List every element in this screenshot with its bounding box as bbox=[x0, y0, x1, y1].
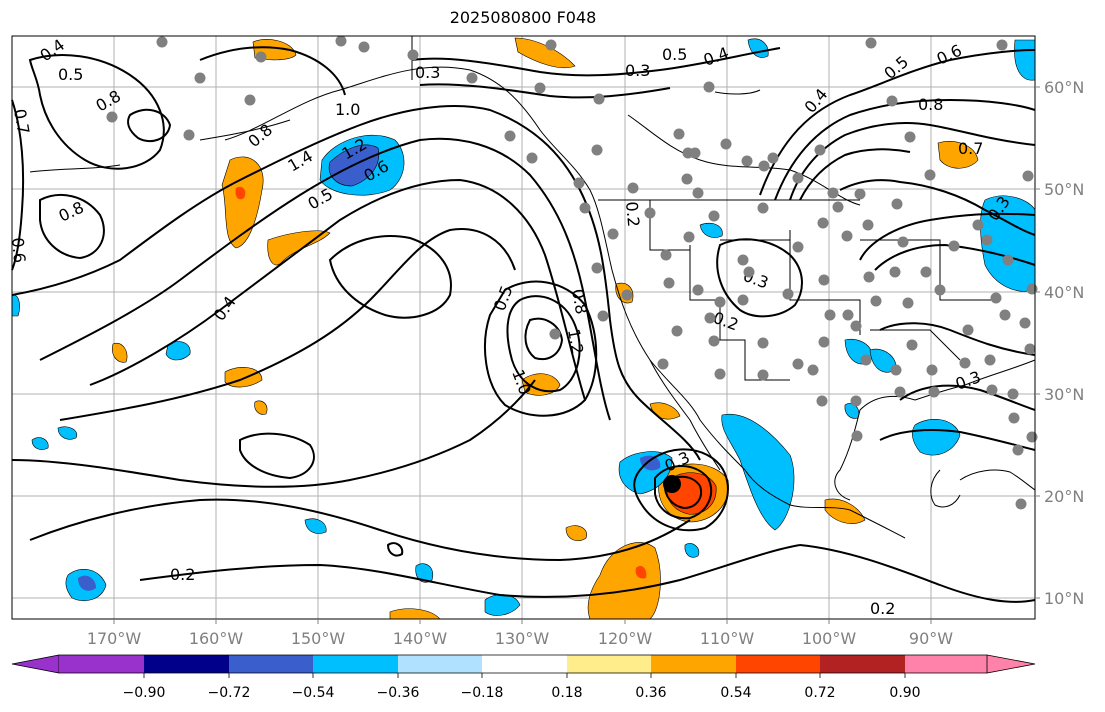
contour-label: 0.5 bbox=[58, 65, 83, 84]
colorbar-segment bbox=[59, 655, 144, 673]
positive-anomaly bbox=[937, 141, 979, 169]
colorbar-tick-label: 0.54 bbox=[720, 685, 751, 701]
longitude-label: 110°W bbox=[700, 629, 755, 648]
colorbar-tick-label: −0.90 bbox=[123, 685, 166, 701]
anomaly-shading bbox=[11, 37, 1036, 620]
map-title: 2025080800 F048 bbox=[449, 8, 597, 27]
contour-label: 0.2 bbox=[870, 599, 895, 618]
colorbar-segment bbox=[229, 655, 313, 673]
contour-label: 0.8 bbox=[918, 95, 943, 114]
positive-anomaly bbox=[521, 373, 561, 396]
negative-anomaly bbox=[304, 518, 327, 534]
contour-label: 0.5 bbox=[662, 45, 687, 64]
longitude-label: 120°W bbox=[598, 629, 653, 648]
latitude-label: 50°N bbox=[1044, 180, 1084, 199]
colorbar-segment bbox=[736, 655, 820, 673]
contour-label: 1.2 bbox=[564, 327, 587, 355]
contour-label: 0.8 bbox=[568, 287, 591, 315]
longitude-label: 150°W bbox=[291, 629, 346, 648]
positive-anomaly bbox=[254, 400, 268, 415]
longitude-axis: 170°W 160°W 150°W 140°W 130°W 120°W 110°… bbox=[87, 619, 953, 648]
latitude-label: 30°N bbox=[1044, 385, 1084, 404]
colorbar-extend-max bbox=[986, 654, 1036, 674]
colorbar-segment bbox=[144, 655, 229, 673]
coastlines bbox=[29, 36, 1036, 539]
contour-label: 0.2 bbox=[170, 565, 195, 584]
positive-anomaly bbox=[235, 186, 246, 200]
colorbar-tick-label: −0.72 bbox=[208, 685, 251, 701]
negative-anomaly bbox=[57, 426, 78, 440]
graticule bbox=[12, 36, 1035, 619]
latitude-label: 20°N bbox=[1044, 487, 1084, 506]
longitude-label: 140°W bbox=[393, 629, 448, 648]
colorbar-segment bbox=[651, 655, 736, 673]
contour-lines bbox=[11, 46, 1036, 603]
positive-anomaly bbox=[565, 525, 587, 541]
negative-anomaly bbox=[911, 418, 961, 456]
negative-anomaly bbox=[684, 543, 700, 558]
storm-center-marker bbox=[663, 475, 681, 493]
contour-label: 0.3 bbox=[415, 63, 440, 82]
colorbar-segment bbox=[820, 655, 905, 673]
contour-label: 1.0 bbox=[335, 100, 360, 119]
positive-anomaly bbox=[112, 342, 128, 363]
longitude-label: 170°W bbox=[87, 629, 142, 648]
longitude-label: 130°W bbox=[495, 629, 550, 648]
longitude-label: 160°W bbox=[189, 629, 244, 648]
negative-anomaly bbox=[640, 455, 661, 471]
contour-label: 0.7 bbox=[958, 139, 983, 158]
colorbar-segment bbox=[398, 655, 482, 673]
latitude-label: 10°N bbox=[1044, 589, 1084, 608]
hurricane-anomaly bbox=[635, 565, 647, 579]
contour-label: 0.6 bbox=[8, 237, 29, 264]
positive-anomaly bbox=[587, 542, 661, 620]
latitude-axis: 60°N 50°N 40°N 30°N 20°N 10°N bbox=[1035, 78, 1084, 608]
negative-anomaly bbox=[699, 222, 723, 238]
map-plot-area bbox=[12, 36, 1035, 619]
negative-anomaly bbox=[721, 413, 795, 531]
colorbar-tick-label: 0.90 bbox=[889, 685, 920, 701]
colorbar-tick-label: 0.36 bbox=[635, 685, 666, 701]
colorbar-extend-min bbox=[11, 654, 60, 674]
colorbar-segment bbox=[313, 655, 398, 673]
colorbar-segment bbox=[905, 655, 987, 673]
positive-anomaly bbox=[514, 37, 576, 69]
positive-anomaly bbox=[824, 498, 866, 524]
longitude-label: 90°W bbox=[909, 629, 953, 648]
colorbar-tick-label: −0.36 bbox=[377, 685, 420, 701]
colorbar-tick-label: 0.72 bbox=[804, 685, 835, 701]
contour-label: 0.3 bbox=[625, 61, 650, 80]
colorbar-tick-label: −0.18 bbox=[461, 685, 504, 701]
negative-anomaly bbox=[415, 563, 434, 583]
positive-anomaly bbox=[221, 156, 264, 249]
longitude-label: 100°W bbox=[802, 629, 857, 648]
contour-label: 0.7 bbox=[10, 107, 33, 135]
negative-anomaly bbox=[31, 437, 49, 450]
colorbar: −0.90 −0.72 −0.54 −0.36 −0.18 0.18 0.36 … bbox=[11, 654, 1036, 701]
colorbar-tick-label: 0.18 bbox=[551, 685, 582, 701]
latitude-label: 60°N bbox=[1044, 78, 1084, 97]
colorbar-segment bbox=[482, 655, 567, 673]
colorbar-segment bbox=[567, 655, 651, 673]
negative-anomaly bbox=[165, 341, 191, 361]
contour-label: 0.2 bbox=[622, 201, 643, 228]
colorbar-tick-label: −0.54 bbox=[292, 685, 335, 701]
negative-anomaly bbox=[78, 575, 96, 591]
latitude-label: 40°N bbox=[1044, 283, 1084, 302]
map-frame bbox=[11, 35, 1036, 620]
